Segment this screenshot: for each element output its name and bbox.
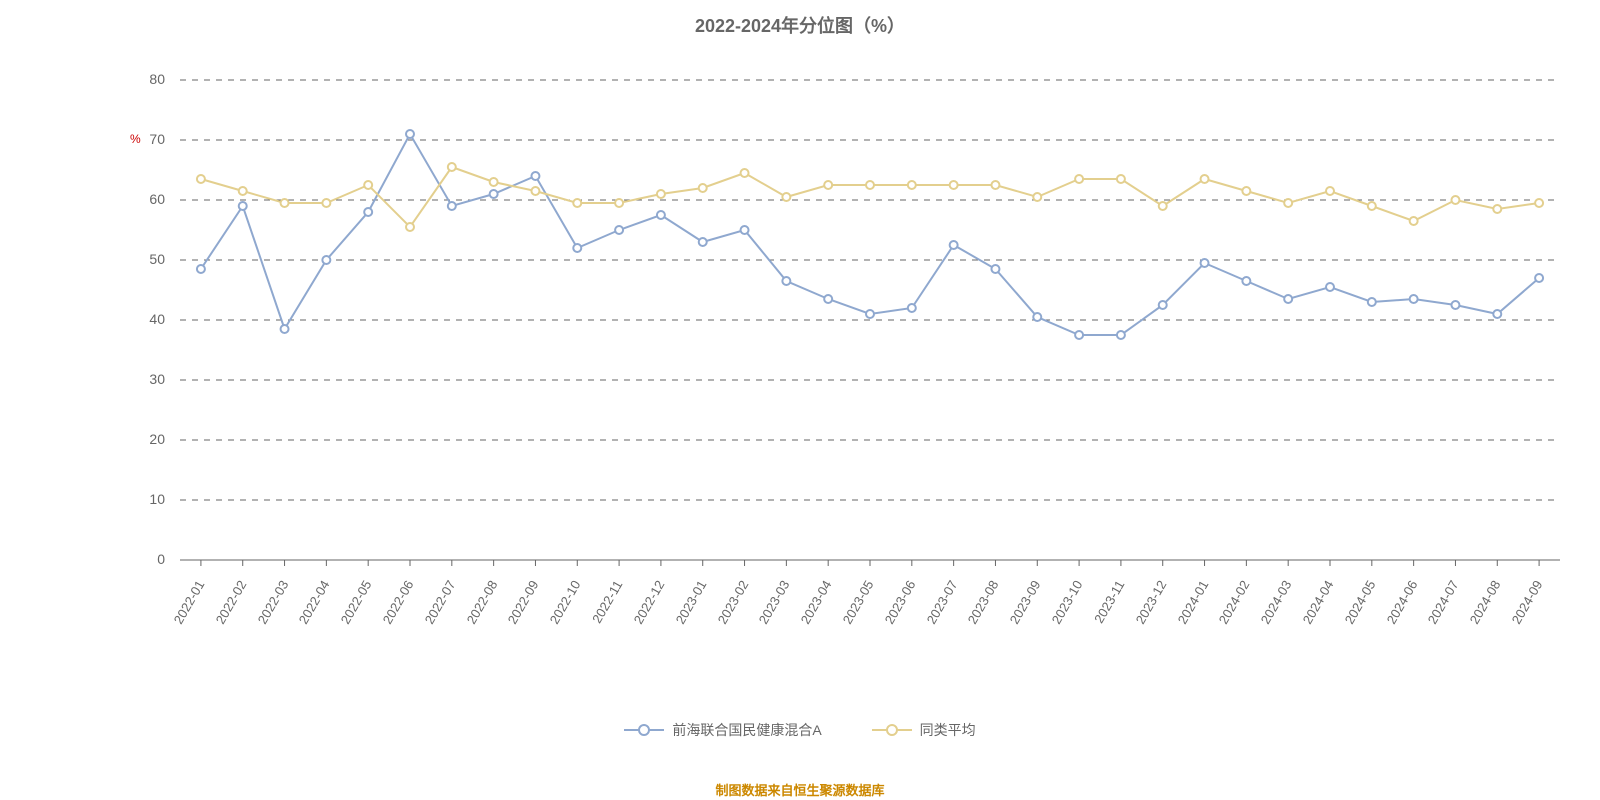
series-marker-1 bbox=[699, 184, 707, 192]
series-marker-1 bbox=[322, 199, 330, 207]
series-marker-1 bbox=[281, 199, 289, 207]
series-marker-1 bbox=[1117, 175, 1125, 183]
y-tick-label: 40 bbox=[135, 311, 165, 327]
series-marker-1 bbox=[1368, 202, 1376, 210]
series-marker-1 bbox=[364, 181, 372, 189]
series-marker-0 bbox=[573, 244, 581, 252]
series-marker-0 bbox=[657, 211, 665, 219]
series-line-0 bbox=[201, 134, 1539, 335]
series-marker-0 bbox=[197, 265, 205, 273]
series-marker-1 bbox=[1159, 202, 1167, 210]
series-marker-0 bbox=[1410, 295, 1418, 303]
series-marker-1 bbox=[406, 223, 414, 231]
series-marker-0 bbox=[741, 226, 749, 234]
series-marker-0 bbox=[1075, 331, 1083, 339]
y-tick-label: 50 bbox=[135, 251, 165, 267]
legend-label: 同类平均 bbox=[920, 720, 976, 740]
series-marker-0 bbox=[908, 304, 916, 312]
y-tick-label: 30 bbox=[135, 371, 165, 387]
series-marker-0 bbox=[1201, 259, 1209, 267]
series-marker-1 bbox=[448, 163, 456, 171]
series-marker-0 bbox=[531, 172, 539, 180]
legend-swatch-icon bbox=[872, 723, 912, 737]
series-marker-1 bbox=[615, 199, 623, 207]
series-marker-1 bbox=[950, 181, 958, 189]
y-tick-label: 20 bbox=[135, 431, 165, 447]
series-marker-1 bbox=[1242, 187, 1250, 195]
series-marker-0 bbox=[1033, 313, 1041, 321]
series-marker-1 bbox=[866, 181, 874, 189]
series-marker-1 bbox=[741, 169, 749, 177]
chart-container: { "chart": { "type": "line", "title": "2… bbox=[0, 0, 1600, 800]
series-marker-0 bbox=[1159, 301, 1167, 309]
legend-label: 前海联合国民健康混合A bbox=[672, 720, 821, 740]
series-marker-1 bbox=[1410, 217, 1418, 225]
series-marker-1 bbox=[239, 187, 247, 195]
series-marker-0 bbox=[1242, 277, 1250, 285]
series-marker-0 bbox=[448, 202, 456, 210]
series-marker-1 bbox=[1033, 193, 1041, 201]
series-marker-1 bbox=[908, 181, 916, 189]
series-marker-0 bbox=[991, 265, 999, 273]
series-marker-1 bbox=[991, 181, 999, 189]
series-marker-1 bbox=[1284, 199, 1292, 207]
series-marker-0 bbox=[1368, 298, 1376, 306]
series-marker-1 bbox=[573, 199, 581, 207]
source-credit: 制图数据来自恒生聚源数据库 bbox=[0, 780, 1600, 799]
y-tick-label: 70 bbox=[135, 131, 165, 147]
series-marker-0 bbox=[1493, 310, 1501, 318]
y-tick-label: 60 bbox=[135, 191, 165, 207]
series-marker-0 bbox=[1284, 295, 1292, 303]
series-marker-0 bbox=[824, 295, 832, 303]
series-marker-1 bbox=[1451, 196, 1459, 204]
series-marker-1 bbox=[657, 190, 665, 198]
series-marker-0 bbox=[1326, 283, 1334, 291]
series-marker-0 bbox=[281, 325, 289, 333]
plot-area bbox=[0, 0, 1600, 800]
series-marker-0 bbox=[950, 241, 958, 249]
series-marker-0 bbox=[406, 130, 414, 138]
series-marker-0 bbox=[364, 208, 372, 216]
series-marker-0 bbox=[1535, 274, 1543, 282]
legend-swatch-icon bbox=[624, 723, 664, 737]
series-marker-0 bbox=[699, 238, 707, 246]
series-marker-1 bbox=[1535, 199, 1543, 207]
series-marker-0 bbox=[615, 226, 623, 234]
series-line-1 bbox=[201, 167, 1539, 227]
series-marker-0 bbox=[782, 277, 790, 285]
series-marker-1 bbox=[490, 178, 498, 186]
y-tick-label: 0 bbox=[135, 551, 165, 567]
series-marker-1 bbox=[782, 193, 790, 201]
series-marker-0 bbox=[322, 256, 330, 264]
series-marker-1 bbox=[531, 187, 539, 195]
y-tick-label: 80 bbox=[135, 71, 165, 87]
series-marker-0 bbox=[1451, 301, 1459, 309]
series-marker-1 bbox=[824, 181, 832, 189]
legend-item-1: 同类平均 bbox=[872, 720, 976, 740]
series-marker-1 bbox=[1493, 205, 1501, 213]
series-marker-0 bbox=[490, 190, 498, 198]
legend-item-0: 前海联合国民健康混合A bbox=[624, 720, 821, 740]
series-marker-1 bbox=[1201, 175, 1209, 183]
legend: 前海联合国民健康混合A 同类平均 bbox=[0, 720, 1600, 740]
series-marker-0 bbox=[866, 310, 874, 318]
y-tick-label: 10 bbox=[135, 491, 165, 507]
series-marker-0 bbox=[1117, 331, 1125, 339]
series-marker-1 bbox=[1326, 187, 1334, 195]
series-marker-0 bbox=[239, 202, 247, 210]
series-marker-1 bbox=[1075, 175, 1083, 183]
series-marker-1 bbox=[197, 175, 205, 183]
